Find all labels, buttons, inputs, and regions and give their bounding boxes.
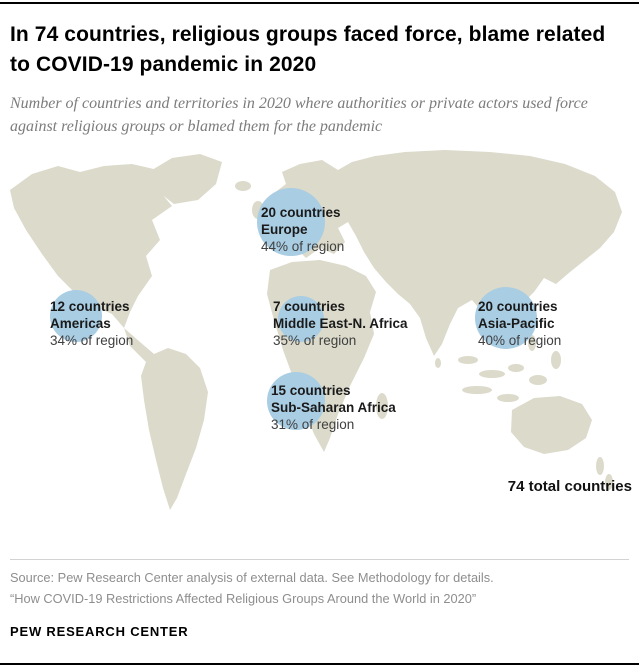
- bubble-sub-saharan-africa: [267, 372, 325, 430]
- region-count: 20 countries: [261, 205, 341, 220]
- bubble-middle-east-n-africa: [278, 296, 324, 342]
- bubble-europe: [257, 188, 325, 256]
- region-pct: 31% of region: [271, 417, 355, 432]
- region-count: 15 countries: [271, 383, 351, 398]
- region-count: 12 countries: [50, 299, 130, 314]
- region-name: Americas: [50, 316, 111, 331]
- region-pct: 35% of region: [273, 333, 357, 348]
- source-text-line1: Source: Pew Research Center analysis of …: [10, 570, 494, 585]
- region-pct: 44% of region: [261, 239, 345, 254]
- region-count: 20 countries: [478, 299, 558, 314]
- page-subtitle: Number of countries and territories in 2…: [10, 95, 588, 136]
- footer-divider: [10, 559, 629, 560]
- total-countries-label: 74 total countries: [507, 478, 632, 495]
- region-name: Middle East-N. Africa: [273, 316, 408, 331]
- region-count: 7 countries: [273, 299, 346, 314]
- world-map-graphic: [10, 150, 622, 510]
- brand-wordmark: PEW RESEARCH CENTER: [10, 624, 189, 639]
- region-name: Europe: [261, 222, 308, 237]
- bubble-asia-pacific: [475, 287, 537, 349]
- region-label-europe: 20 countries Europe 44% of region: [261, 204, 344, 255]
- page-title: In 74 countries, religious groups faced …: [10, 23, 606, 76]
- bottom-border-rule: [0, 663, 639, 665]
- region-pct: 40% of region: [478, 333, 562, 348]
- bubble-americas: [50, 290, 102, 342]
- top-border-rule: [0, 2, 639, 4]
- bubble-map: 20 countries Europe 44% of region 12 cou…: [0, 148, 639, 548]
- region-pct: 34% of region: [50, 333, 134, 348]
- region-name: Asia-Pacific: [478, 316, 555, 331]
- region-label-americas: 12 countries Americas 34% of region: [50, 298, 133, 349]
- region-label-middle-east-n-africa: 7 countries Middle East-N. Africa 35% of…: [273, 298, 408, 349]
- region-label-sub-saharan-africa: 15 countries Sub-Saharan Africa 31% of r…: [271, 382, 396, 433]
- region-label-asia-pacific: 20 countries Asia-Pacific 40% of region: [478, 298, 561, 349]
- region-name: Sub-Saharan Africa: [271, 400, 396, 415]
- source-text-line2: “How COVID-19 Restrictions Affected Reli…: [10, 591, 477, 606]
